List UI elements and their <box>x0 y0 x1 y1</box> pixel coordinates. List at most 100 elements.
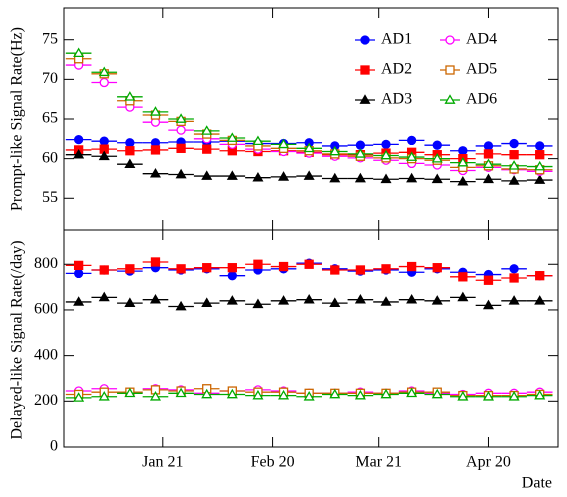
data-point <box>347 140 374 150</box>
data-point <box>296 142 322 153</box>
data-point <box>321 145 348 156</box>
marker <box>508 175 520 185</box>
data-point <box>219 271 246 281</box>
data-point <box>270 389 297 400</box>
marker <box>252 389 264 400</box>
marker <box>406 135 417 146</box>
marker <box>98 291 110 302</box>
data-point <box>373 296 399 306</box>
data-point <box>501 391 527 401</box>
data-point <box>168 264 194 274</box>
data-point <box>142 117 169 127</box>
data-point <box>296 391 322 401</box>
data-point <box>296 170 322 180</box>
data-point <box>91 291 118 302</box>
marker <box>406 387 418 398</box>
y-tick-label: 0 <box>50 438 58 455</box>
data-point <box>373 264 399 274</box>
data-point <box>117 91 143 101</box>
marker <box>535 150 545 160</box>
marker <box>175 387 187 398</box>
x-axis-title: Date <box>522 475 552 492</box>
data-point <box>142 145 169 155</box>
data-point <box>475 158 502 169</box>
marker <box>431 388 443 399</box>
marker <box>360 35 370 45</box>
marker <box>201 297 213 307</box>
legend-entry: AD1 <box>355 31 412 48</box>
data-point <box>142 138 169 148</box>
marker <box>445 35 455 45</box>
marker <box>444 94 456 104</box>
y-tick-label: 400 <box>34 346 58 363</box>
marker <box>354 172 366 183</box>
bottom-frame <box>63 229 559 448</box>
data-point <box>142 391 169 401</box>
marker <box>201 388 213 399</box>
marker <box>432 140 442 150</box>
marker <box>380 388 392 399</box>
data-point <box>168 113 194 123</box>
marker <box>406 172 418 183</box>
data-point <box>373 173 399 184</box>
y-tick-label: 200 <box>34 392 58 409</box>
marker <box>149 168 162 178</box>
data-point <box>347 148 374 158</box>
marker <box>252 298 264 309</box>
marker <box>150 257 161 267</box>
data-point <box>91 66 118 77</box>
marker <box>406 293 418 304</box>
x-tick-label: Jan 21 <box>142 454 183 471</box>
marker <box>535 271 545 281</box>
marker <box>354 389 366 400</box>
data-point <box>270 261 297 272</box>
marker <box>431 295 443 305</box>
marker <box>380 296 392 306</box>
marker <box>509 150 519 160</box>
data-point <box>424 152 451 163</box>
marker <box>303 170 315 180</box>
marker <box>73 47 85 58</box>
data-point <box>450 146 476 156</box>
y-axis-title: Prompt-like Signal Rate(Hz) <box>9 27 26 211</box>
marker <box>150 145 161 155</box>
data-point <box>219 388 246 399</box>
data-point <box>347 389 374 400</box>
data-point <box>65 296 92 306</box>
marker <box>304 259 314 269</box>
marker <box>175 300 187 311</box>
marker <box>149 391 162 401</box>
marker <box>406 151 418 161</box>
marker <box>458 146 468 156</box>
y-tick-label: 55 <box>42 189 58 206</box>
data-point <box>424 388 451 399</box>
data-point <box>296 293 322 304</box>
data-point <box>398 172 425 183</box>
marker <box>535 141 545 151</box>
y-axis-title: Delayed-like Signal Rate(/day) <box>9 240 26 439</box>
data-point <box>398 135 425 146</box>
marker <box>508 391 520 401</box>
data-point <box>245 298 271 309</box>
marker <box>329 388 341 399</box>
marker <box>227 271 237 281</box>
marker <box>329 145 341 156</box>
data-point <box>168 143 194 153</box>
data-point <box>91 265 118 275</box>
marker <box>124 158 136 169</box>
data-point <box>424 263 451 273</box>
marker <box>508 295 520 305</box>
data-point <box>526 150 553 160</box>
marker <box>278 171 290 181</box>
data-point <box>91 136 118 146</box>
marker <box>176 125 186 135</box>
marker <box>381 264 391 274</box>
marker <box>201 170 213 180</box>
data-point <box>193 388 220 399</box>
marker <box>252 135 264 146</box>
data-point <box>117 138 143 148</box>
marker <box>458 272 468 282</box>
data-point <box>91 391 118 401</box>
data-point <box>296 259 322 269</box>
data-point <box>475 141 502 151</box>
